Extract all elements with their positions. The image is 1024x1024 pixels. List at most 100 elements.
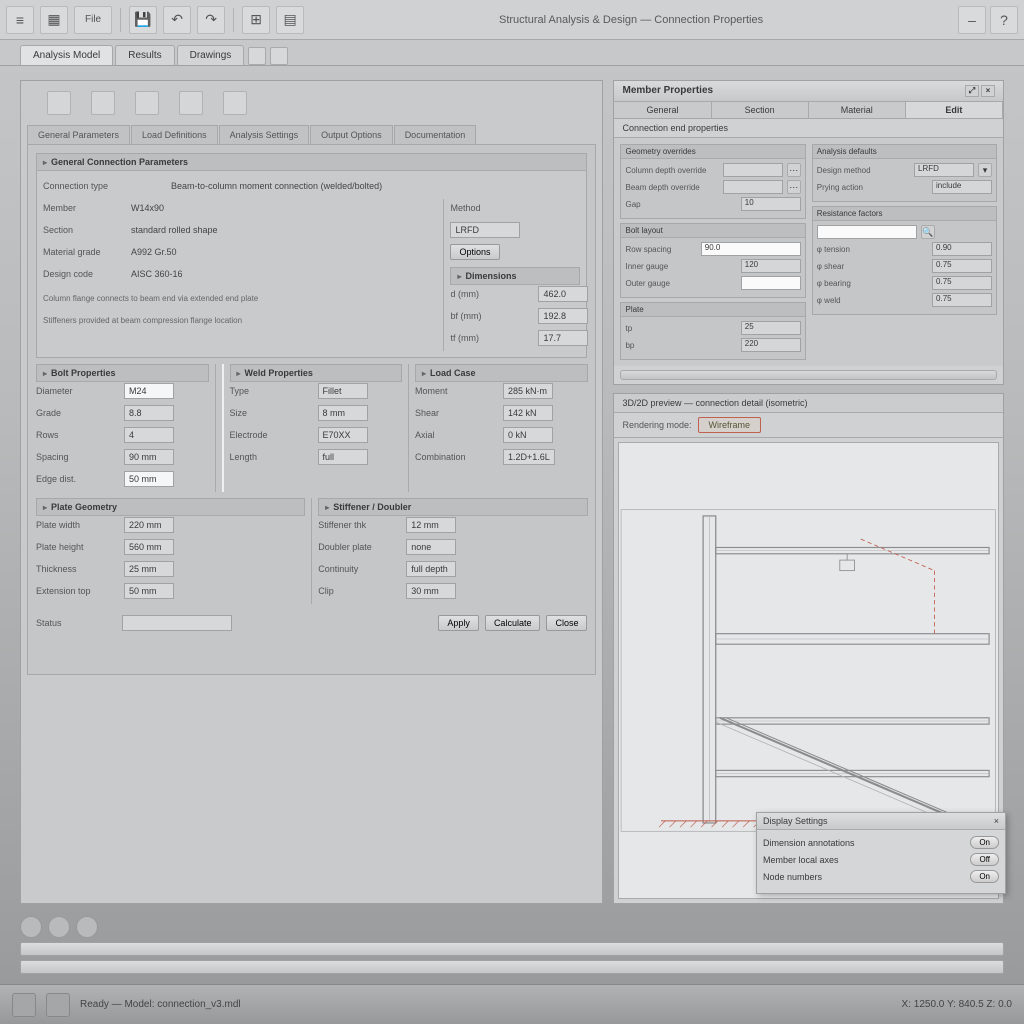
phi-b-input[interactable]: 0.75 xyxy=(932,276,992,290)
plate-header[interactable]: Plate Geometry xyxy=(36,498,305,516)
dim-d-input[interactable]: 462.0 xyxy=(538,286,588,302)
section-general-header[interactable]: General Connection Parameters xyxy=(36,153,587,171)
panel-close-icon[interactable]: × xyxy=(981,85,995,97)
weld-len-input[interactable]: full xyxy=(318,449,368,465)
toolbar-new-icon[interactable] xyxy=(47,91,71,115)
cont-input[interactable]: full depth xyxy=(406,561,456,577)
form-tab-analysis[interactable]: Analysis Settings xyxy=(219,125,310,144)
phi-v-input[interactable]: 0.75 xyxy=(932,259,992,273)
timeline-bar-2[interactable] xyxy=(20,960,1004,974)
bolt-spacing-input[interactable]: 90 mm xyxy=(124,449,174,465)
new-file-icon[interactable]: ▦ xyxy=(40,6,68,34)
save-icon[interactable]: 💾 xyxy=(129,6,157,34)
prop-tab-edit[interactable]: Edit xyxy=(906,102,1003,118)
col-depth-label: Column depth override xyxy=(625,166,718,175)
options-button[interactable]: Options xyxy=(450,244,499,260)
minimize-icon[interactable]: – xyxy=(958,6,986,34)
phi-w-input[interactable]: 0.75 xyxy=(932,293,992,307)
app-menu-icon[interactable]: ≡ xyxy=(6,6,34,34)
prop-tab-section[interactable]: Section xyxy=(712,102,809,118)
dock-icon-2[interactable] xyxy=(48,916,70,938)
tab-list-icon[interactable] xyxy=(248,47,266,65)
ribbon-btn-file[interactable]: File xyxy=(74,6,112,34)
weld-header[interactable]: Weld Properties xyxy=(230,364,403,382)
weld-size-input[interactable]: 8 mm xyxy=(318,405,368,421)
tab-close-icon[interactable] xyxy=(270,47,288,65)
tab-results[interactable]: Results xyxy=(115,45,174,65)
outer-g-input[interactable] xyxy=(741,276,801,290)
plate-h-input[interactable]: 560 mm xyxy=(124,539,174,555)
note-1: Column flange connects to beam end via e… xyxy=(43,294,258,303)
picker-icon[interactable]: ⋯ xyxy=(787,163,801,177)
bolt-grade-input[interactable]: 8.8 xyxy=(124,405,174,421)
form-tab-output[interactable]: Output Options xyxy=(310,125,393,144)
design-method-input[interactable]: LRFD xyxy=(914,163,974,177)
toolbar-print-icon[interactable] xyxy=(179,91,203,115)
doubler-input[interactable]: none xyxy=(406,539,456,555)
bolt-edge-input[interactable]: 50 mm xyxy=(124,471,174,487)
prying-input[interactable]: include xyxy=(932,180,992,194)
phi-search-input[interactable] xyxy=(817,225,917,239)
method-dropdown[interactable]: LRFD xyxy=(450,222,520,238)
plate-ext-input[interactable]: 50 mm xyxy=(124,583,174,599)
inner-g-input[interactable]: 120 xyxy=(741,259,801,273)
bp-input[interactable]: 220 xyxy=(741,338,801,352)
palette-row-2-toggle[interactable]: On xyxy=(970,870,999,883)
dim-tf-input[interactable]: 17.7 xyxy=(538,330,588,346)
palette-row-0-toggle[interactable]: On xyxy=(970,836,999,849)
panel-pin-icon[interactable]: ⤢ xyxy=(965,85,979,97)
toolbar-open-icon[interactable] xyxy=(91,91,115,115)
beam-depth-input[interactable] xyxy=(723,180,783,194)
bolt-dia-input[interactable]: M24 xyxy=(124,383,174,399)
bolt-rows-input[interactable]: 4 xyxy=(124,427,174,443)
grid-icon[interactable]: ⊞ xyxy=(242,6,270,34)
layers-icon[interactable]: ▤ xyxy=(276,6,304,34)
form-tab-docs[interactable]: Documentation xyxy=(394,125,477,144)
redo-icon[interactable]: ↷ xyxy=(197,6,225,34)
load-v-input[interactable]: 142 kN xyxy=(503,405,553,421)
calculate-button[interactable]: Calculate xyxy=(485,615,541,631)
apply-button[interactable]: Apply xyxy=(438,615,479,631)
dock-icon-1[interactable] xyxy=(20,916,42,938)
stiff-header[interactable]: Stiffener / Doubler xyxy=(318,498,587,516)
plate-t-input[interactable]: 25 mm xyxy=(124,561,174,577)
gap-input[interactable]: 10 xyxy=(741,197,801,211)
load-m-input[interactable]: 285 kN·m xyxy=(503,383,553,399)
undo-icon[interactable]: ↶ xyxy=(163,6,191,34)
clip-input[interactable]: 30 mm xyxy=(406,583,456,599)
stiff-t-input[interactable]: 12 mm xyxy=(406,517,456,533)
tab-drawings[interactable]: Drawings xyxy=(177,45,245,65)
load-header[interactable]: Load Case xyxy=(415,364,588,382)
search-icon[interactable]: 🔍 xyxy=(921,225,935,239)
status-app-icon[interactable] xyxy=(12,993,36,1017)
dim-bf-input[interactable]: 192.8 xyxy=(538,308,588,324)
load-comb-input[interactable]: 1.2D+1.6L xyxy=(503,449,555,465)
timeline-bar-1[interactable] xyxy=(20,942,1004,956)
prop-tab-general[interactable]: General xyxy=(614,102,711,118)
form-tab-general[interactable]: General Parameters xyxy=(27,125,130,144)
palette-row-1-toggle[interactable]: Off xyxy=(970,853,999,866)
toolbar-save-icon[interactable] xyxy=(135,91,159,115)
phi-t-input[interactable]: 0.90 xyxy=(932,242,992,256)
status-snap-icon[interactable] xyxy=(46,993,70,1017)
tp-input[interactable]: 25 xyxy=(741,321,801,335)
dock-icon-3[interactable] xyxy=(76,916,98,938)
row-sp-input[interactable]: 90.0 xyxy=(701,242,801,256)
bolt-header[interactable]: Bolt Properties xyxy=(36,364,209,382)
prop-scrollbar[interactable] xyxy=(620,370,997,380)
picker-icon-2[interactable]: ⋯ xyxy=(787,180,801,194)
prop-tab-material[interactable]: Material xyxy=(809,102,906,118)
tab-analysis-model[interactable]: Analysis Model xyxy=(20,45,113,65)
load-n-input[interactable]: 0 kN xyxy=(503,427,553,443)
help-icon[interactable]: ? xyxy=(990,6,1018,34)
col-depth-input[interactable] xyxy=(723,163,783,177)
close-button[interactable]: Close xyxy=(546,615,587,631)
weld-elec-input[interactable]: E70XX xyxy=(318,427,368,443)
palette-close-icon[interactable]: × xyxy=(994,816,999,826)
weld-type-input[interactable]: Fillet xyxy=(318,383,368,399)
form-tab-loads[interactable]: Load Definitions xyxy=(131,125,218,144)
toolbar-export-icon[interactable] xyxy=(223,91,247,115)
render-mode-tab[interactable]: Wireframe xyxy=(698,417,762,433)
plate-w-input[interactable]: 220 mm xyxy=(124,517,174,533)
dropdown-icon[interactable]: ▾ xyxy=(978,163,992,177)
